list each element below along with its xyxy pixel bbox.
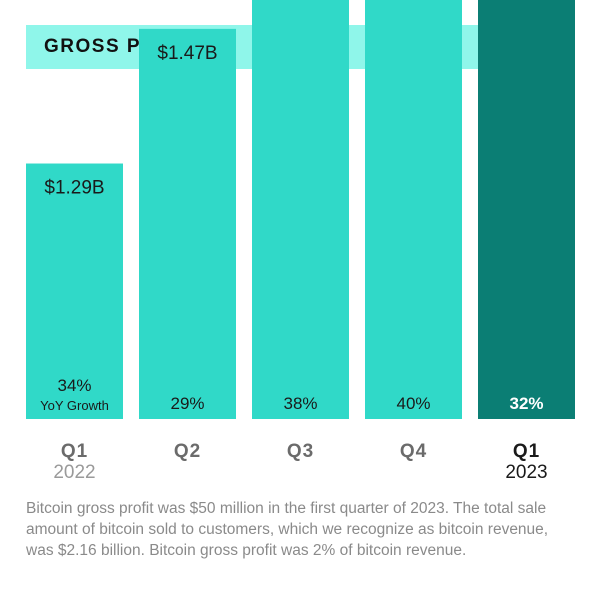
growth-label: 40%	[396, 394, 430, 413]
x-tick-label: Q2	[174, 441, 201, 462]
x-tick-year: 2022	[53, 462, 95, 483]
x-tick-label: Q1	[513, 441, 540, 462]
growth-label: 38%	[283, 394, 317, 413]
growth-label: 29%	[170, 394, 204, 413]
x-tick-label: Q3	[287, 441, 314, 462]
bar-3	[252, 0, 349, 419]
bar-value-label: $1.29B	[44, 178, 104, 199]
bar-4	[365, 0, 462, 419]
x-tick-label: Q4	[400, 441, 427, 462]
bar-1	[26, 163, 123, 419]
bar-value-label: $1.47B	[157, 43, 217, 64]
growth-label: 34%	[57, 376, 91, 395]
bar-5	[478, 0, 575, 420]
chart-caption: Bitcoin gross profit was $50 million in …	[26, 500, 549, 559]
growth-label: 32%	[509, 394, 543, 413]
bar-2	[139, 28, 236, 419]
x-tick-label: Q1	[61, 441, 88, 462]
growth-sublabel: YoY Growth	[40, 398, 109, 413]
x-tick-year: 2023	[505, 462, 547, 483]
